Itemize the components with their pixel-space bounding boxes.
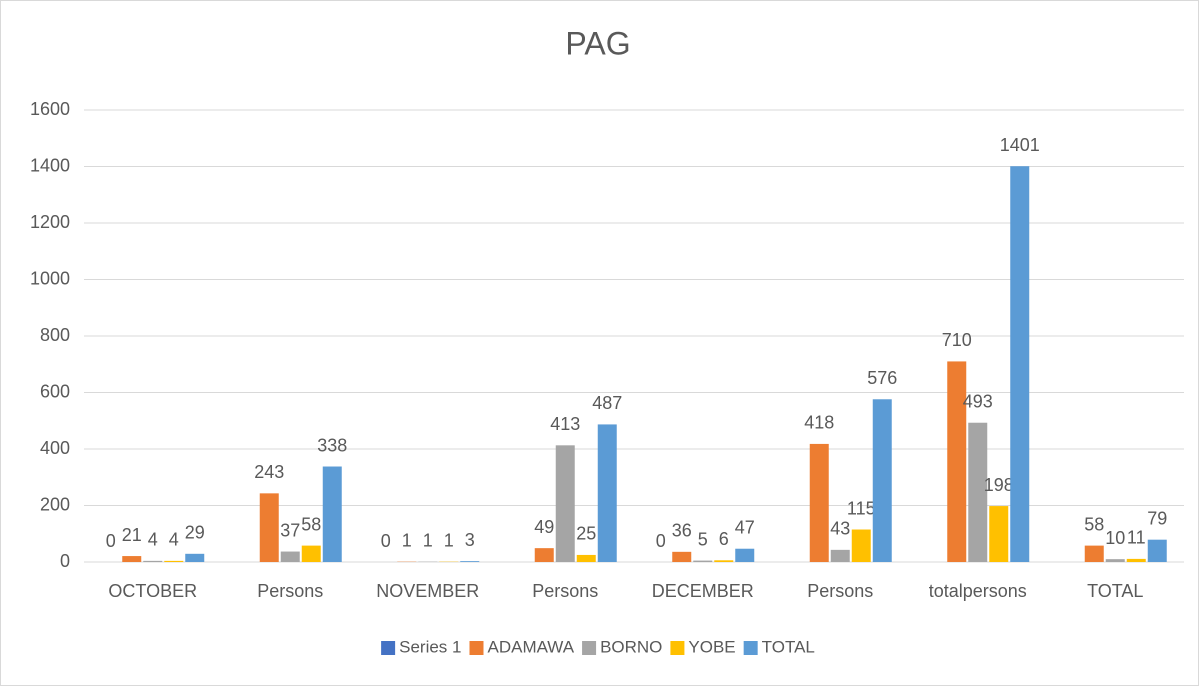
y-tick-label: 600: [40, 381, 70, 401]
bar: [460, 561, 480, 562]
data-label: 10: [1105, 528, 1125, 548]
bar: [301, 545, 321, 562]
data-label: 338: [317, 435, 347, 455]
x-tick-label: TOTAL: [1087, 581, 1143, 601]
x-tick-label: OCTOBER: [108, 581, 197, 601]
bar: [534, 548, 554, 562]
y-tick-label: 1000: [30, 268, 70, 288]
data-label: 710: [942, 330, 972, 350]
data-label: 1401: [1000, 135, 1040, 155]
bar: [968, 422, 988, 562]
legend-label: TOTAL: [762, 637, 815, 656]
data-label: 3: [465, 530, 475, 550]
bar: [809, 443, 829, 562]
bar: [947, 361, 967, 562]
bar: [322, 466, 342, 562]
data-label: 198: [984, 475, 1014, 495]
bar: [555, 445, 575, 562]
data-label: 6: [719, 529, 729, 549]
bar: [989, 506, 1009, 562]
data-label: 36: [672, 521, 692, 541]
data-label: 58: [1084, 514, 1104, 534]
bar: [280, 551, 300, 562]
data-label: 1: [402, 530, 412, 550]
y-tick-label: 200: [40, 494, 70, 514]
data-label: 29: [185, 523, 205, 543]
data-label: 49: [534, 517, 554, 537]
legend-swatch: [469, 641, 484, 655]
legend-label: YOBE: [688, 637, 735, 656]
y-tick-label: 800: [40, 325, 70, 345]
data-label: 21: [122, 525, 142, 545]
data-label: 413: [550, 414, 580, 434]
data-label: 47: [735, 517, 755, 537]
y-tick-label: 1200: [30, 212, 70, 232]
chart-title: PAG: [565, 25, 630, 61]
data-label: 37: [280, 520, 300, 540]
data-label: 0: [381, 531, 391, 551]
legend-swatch: [743, 641, 758, 655]
x-tick-label: totalpersons: [929, 581, 1027, 601]
bar: [693, 560, 713, 562]
data-label: 58: [301, 514, 321, 534]
bar: [1105, 559, 1125, 562]
legend-swatch: [670, 641, 685, 655]
bar: [597, 424, 617, 562]
data-label: 243: [254, 462, 284, 482]
data-label: 79: [1147, 508, 1167, 528]
bar: [1147, 539, 1167, 562]
bar: [1084, 545, 1104, 562]
y-tick-label: 1400: [30, 155, 70, 175]
y-tick-label: 1600: [30, 99, 70, 119]
bar: [872, 399, 892, 562]
data-label: 1: [444, 530, 454, 550]
data-label: 43: [830, 519, 850, 539]
data-label: 4: [148, 530, 158, 550]
bar: [164, 560, 184, 562]
x-tick-label: Persons: [532, 581, 598, 601]
x-tick-label: NOVEMBER: [376, 581, 479, 601]
bar: [672, 551, 692, 562]
bar: [1010, 166, 1030, 562]
data-label: 5: [698, 529, 708, 549]
bar: [185, 553, 205, 562]
x-tick-label: Persons: [807, 581, 873, 601]
data-label: 493: [963, 391, 993, 411]
bar: [851, 529, 871, 562]
legend-swatch: [582, 641, 597, 655]
bar: [1126, 558, 1146, 562]
data-label: 11: [1127, 528, 1146, 548]
y-tick-label: 400: [40, 438, 70, 458]
data-label: 0: [106, 531, 116, 551]
bar: [735, 548, 755, 562]
data-label: 4: [169, 530, 179, 550]
x-tick-label: Persons: [257, 581, 323, 601]
legend-label: BORNO: [600, 637, 662, 656]
legend-label: ADAMAWA: [487, 637, 574, 656]
bar: [259, 493, 279, 562]
bar: [143, 560, 163, 562]
bar: [830, 549, 850, 562]
bar: [122, 556, 142, 562]
data-label: 418: [804, 413, 834, 433]
data-label: 1: [423, 530, 433, 550]
data-label: 25: [576, 524, 596, 544]
y-tick-label: 0: [60, 551, 70, 571]
bar: [576, 554, 596, 562]
data-label: 576: [867, 368, 897, 388]
x-tick-label: DECEMBER: [652, 581, 754, 601]
data-label: 0: [656, 531, 666, 551]
data-label: 487: [592, 393, 622, 413]
bar: [714, 560, 734, 562]
legend-swatch: [381, 641, 396, 655]
legend-label: Series 1: [399, 637, 461, 656]
data-label: 115: [847, 498, 876, 518]
